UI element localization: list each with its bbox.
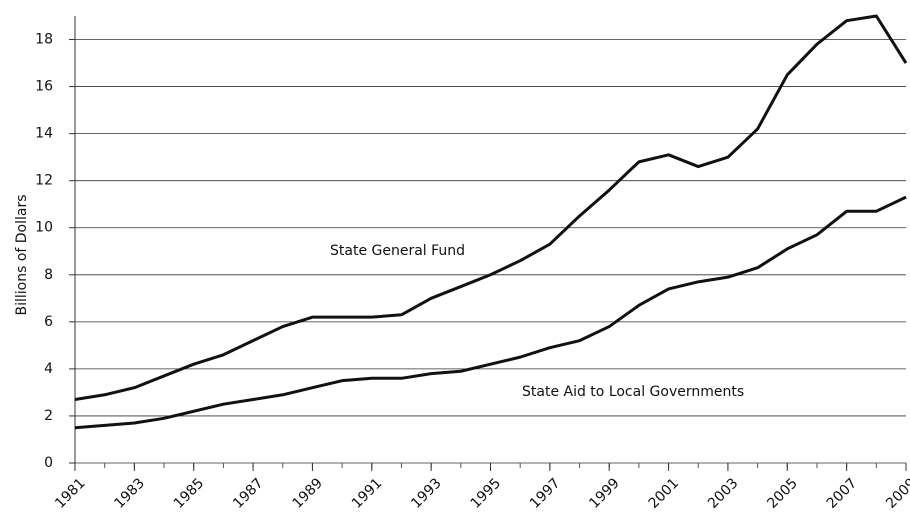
x-tick-label: 1985 xyxy=(171,475,208,512)
y-tick-label: 12 xyxy=(35,173,53,189)
x-tick-label: 1989 xyxy=(290,475,327,512)
x-tick-label: 1987 xyxy=(230,475,267,512)
x-tick-label: 1983 xyxy=(111,475,148,512)
y-tick-label: 8 xyxy=(44,267,53,283)
x-tick-label: 1999 xyxy=(586,475,623,512)
y-axis-label: Billions of Dollars xyxy=(14,194,30,315)
x-tick-label: 1993 xyxy=(408,475,445,512)
x-tick-label: 2001 xyxy=(646,475,683,512)
annotation: State General Fund xyxy=(330,243,465,259)
y-tick-label: 14 xyxy=(35,126,53,142)
y-tick-label: 10 xyxy=(35,220,53,236)
y-tick-label: 0 xyxy=(44,455,53,471)
data-line xyxy=(74,14,908,401)
x-tick-label: 2009 xyxy=(883,475,910,512)
y-tick-label: 16 xyxy=(35,79,53,95)
x-tick-label: 2003 xyxy=(705,475,742,512)
y-tick-label: 6 xyxy=(44,314,53,330)
x-tick-label: 2005 xyxy=(764,475,801,512)
y-tick-label: 2 xyxy=(44,408,53,424)
data-line xyxy=(74,195,907,430)
y-tick-label: 18 xyxy=(35,32,53,48)
x-tick-label: 1981 xyxy=(52,475,89,512)
x-tick-label: 1991 xyxy=(349,475,386,512)
x-tick-label: 1997 xyxy=(527,475,564,512)
annotation: State Aid to Local Governments xyxy=(522,384,744,400)
y-tick-label: 4 xyxy=(44,361,53,377)
x-tick-label: 1995 xyxy=(468,475,505,512)
x-tick-label: 2007 xyxy=(824,475,861,512)
